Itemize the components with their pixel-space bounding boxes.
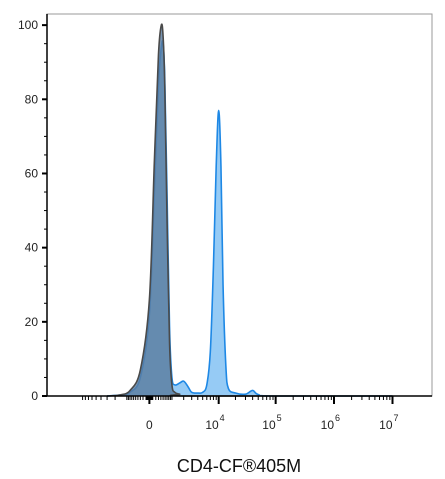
y-tick-label: 20	[25, 315, 39, 329]
y-tick-label: 60	[25, 166, 39, 180]
y-tick-label: 100	[18, 18, 38, 32]
series-2-line	[107, 23, 393, 397]
x-axis-title: CD4-CF®405M	[177, 456, 301, 476]
x-tick-label: 10	[205, 418, 219, 432]
x-tick-label: 10	[379, 418, 393, 432]
series-layer	[107, 23, 393, 397]
y-tick-label: 40	[25, 241, 39, 255]
x-tick-exponent: 5	[277, 413, 282, 423]
x-tick-label: 10	[321, 418, 335, 432]
plot-border	[46, 13, 433, 397]
y-tick-label: 0	[31, 389, 38, 403]
x-tick-exponent: 7	[394, 413, 399, 423]
series-2-area	[107, 24, 393, 396]
x-tick-label: 10	[262, 418, 276, 432]
x-tick-exponent: 4	[220, 413, 225, 423]
x-tick-label: 0	[146, 418, 153, 432]
x-tick-exponent: 6	[335, 413, 340, 423]
y-tick-label: 80	[25, 92, 39, 106]
plot-frame	[46, 13, 433, 397]
